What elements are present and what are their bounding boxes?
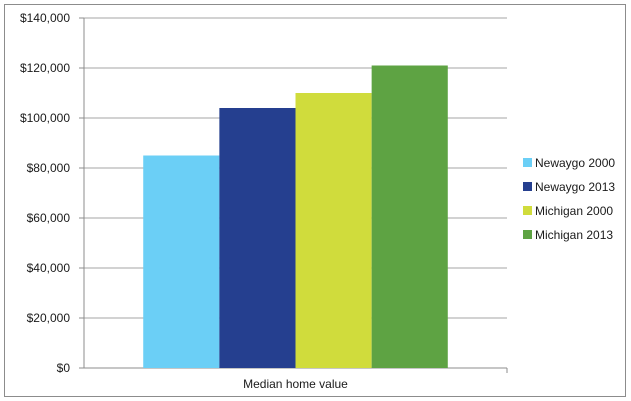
legend-label: Michigan 2000 bbox=[535, 204, 613, 218]
legend-swatch bbox=[523, 158, 532, 167]
y-tick-label: $60,000 bbox=[27, 211, 71, 225]
legend-label: Michigan 2013 bbox=[535, 228, 613, 242]
y-tick-label: $80,000 bbox=[27, 161, 71, 175]
y-tick-label: $40,000 bbox=[27, 261, 71, 275]
legend-swatch bbox=[523, 182, 532, 191]
legend-swatch bbox=[523, 206, 532, 215]
legend-label: Newaygo 2000 bbox=[535, 156, 615, 170]
y-tick-label: $120,000 bbox=[20, 61, 70, 75]
legend: Newaygo 2000 Newaygo 2013 Michigan 2000 Mic… bbox=[523, 156, 615, 242]
y-tick-label: $20,000 bbox=[27, 311, 71, 325]
y-tick-label: $0 bbox=[57, 361, 71, 375]
x-category-label: Median home value bbox=[243, 377, 348, 391]
y-tick-label: $100,000 bbox=[20, 111, 70, 125]
axis-labels: $0 $20,000 $40,000 $60,000 $80,000 $100,000 $1… bbox=[20, 11, 348, 391]
y-tick-label: $140,000 bbox=[20, 11, 70, 25]
legend-swatch bbox=[523, 230, 532, 239]
bar-newaygo-2000 bbox=[143, 155, 220, 368]
legend-label: Newaygo 2013 bbox=[535, 180, 615, 194]
bars bbox=[143, 65, 448, 368]
bar-michigan-2000 bbox=[295, 93, 372, 368]
bar-michigan-2013 bbox=[371, 65, 448, 368]
bar-newaygo-2013 bbox=[219, 108, 296, 368]
